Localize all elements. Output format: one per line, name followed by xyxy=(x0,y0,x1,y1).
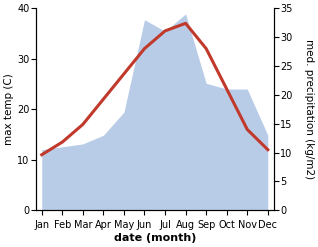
Y-axis label: max temp (C): max temp (C) xyxy=(4,73,14,145)
X-axis label: date (month): date (month) xyxy=(114,233,196,243)
Y-axis label: med. precipitation (kg/m2): med. precipitation (kg/m2) xyxy=(304,39,314,179)
